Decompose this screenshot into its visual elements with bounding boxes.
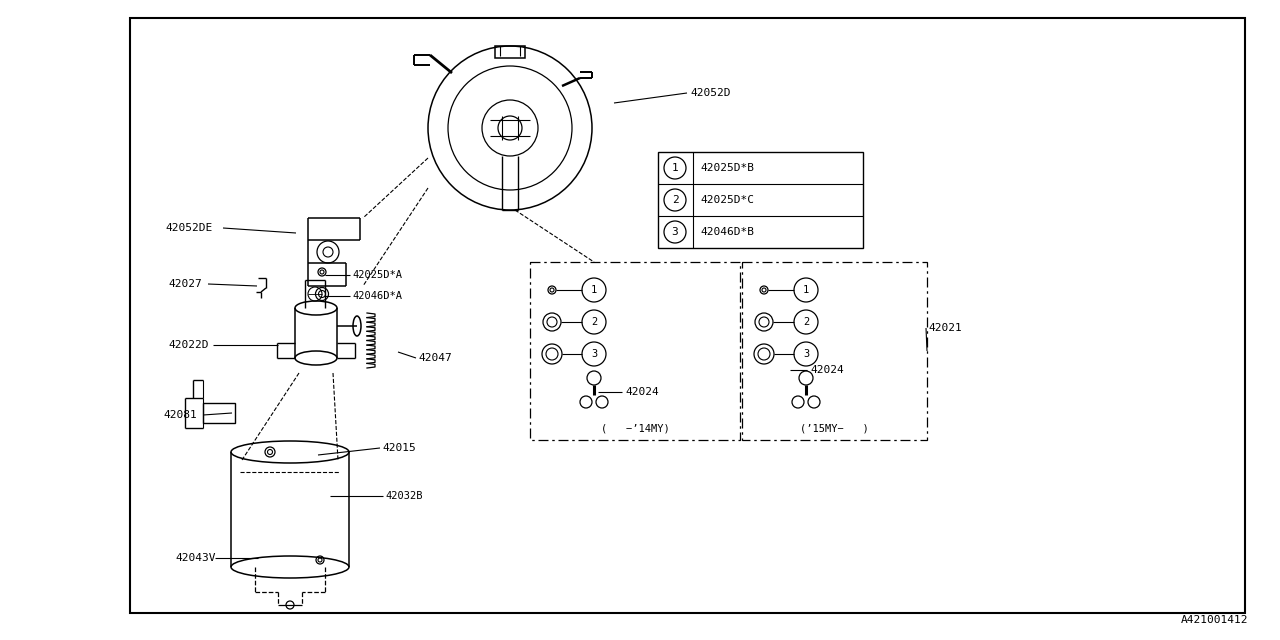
- Text: 42024: 42024: [625, 387, 659, 397]
- Text: 2: 2: [591, 317, 598, 327]
- Bar: [742, 262, 927, 440]
- Text: 42021: 42021: [928, 323, 961, 333]
- Bar: [530, 262, 740, 440]
- Text: 2: 2: [803, 317, 809, 327]
- Bar: [204, 403, 236, 423]
- Text: 42047: 42047: [419, 353, 452, 363]
- Text: 42027: 42027: [168, 279, 202, 289]
- Text: 42052D: 42052D: [690, 88, 731, 98]
- Text: 42025D*A: 42025D*A: [352, 270, 402, 280]
- Text: 42025D*C: 42025D*C: [700, 195, 754, 205]
- Text: (’15MY−   ): (’15MY− ): [800, 423, 868, 433]
- Text: 42032B: 42032B: [385, 491, 422, 501]
- Text: 42043V: 42043V: [175, 553, 215, 563]
- Text: (   −’14MY): ( −’14MY): [600, 423, 669, 433]
- Bar: [495, 46, 525, 58]
- Text: A421001412: A421001412: [1180, 615, 1248, 625]
- Text: 3: 3: [591, 349, 598, 359]
- Text: 1: 1: [591, 285, 598, 295]
- Text: 42046D*A: 42046D*A: [352, 291, 402, 301]
- Text: 42046D*B: 42046D*B: [700, 227, 754, 237]
- Bar: [131, 18, 1245, 613]
- Bar: [658, 152, 863, 248]
- Text: 2: 2: [672, 195, 678, 205]
- Text: 3: 3: [803, 349, 809, 359]
- Text: 42025D*B: 42025D*B: [700, 163, 754, 173]
- Text: 42052DE: 42052DE: [165, 223, 212, 233]
- Text: 1: 1: [803, 285, 809, 295]
- Text: 42015: 42015: [381, 443, 416, 453]
- Text: 1: 1: [672, 163, 678, 173]
- Text: 3: 3: [672, 227, 678, 237]
- Text: 42022D: 42022D: [168, 340, 209, 350]
- Text: 42081: 42081: [163, 410, 197, 420]
- Text: 42024: 42024: [810, 365, 844, 375]
